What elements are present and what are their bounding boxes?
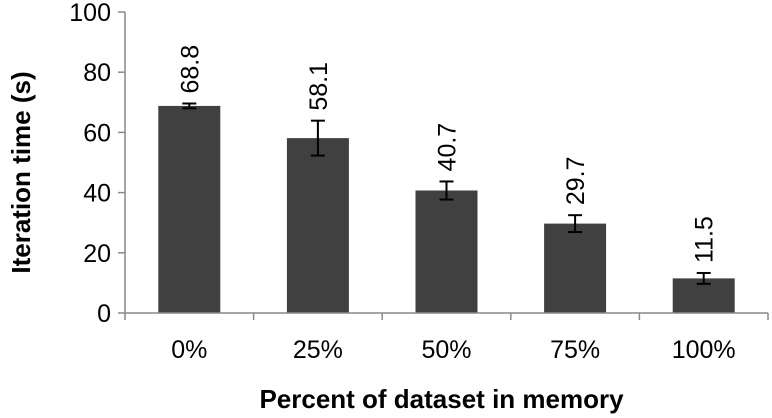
y-tick-label: 0: [97, 300, 111, 328]
data-labels: 68.8 58.1 40.7 29.7 11.5: [176, 45, 718, 263]
bar: [158, 105, 221, 313]
x-tick-label: 100%: [672, 336, 736, 364]
error-bar: [310, 119, 325, 157]
bar: [544, 223, 607, 313]
error-bars: [182, 102, 711, 285]
data-label: 40.7: [434, 123, 462, 172]
data-label: 58.1: [305, 62, 333, 111]
y-axis-title: Iteration time (s): [6, 71, 36, 273]
data-label: 11.5: [691, 216, 719, 263]
x-tick-label: 50%: [421, 336, 471, 364]
error-bar: [439, 180, 454, 201]
data-label: 29.7: [562, 157, 590, 206]
x-tick-label: 25%: [293, 336, 343, 364]
error-bar: [568, 214, 583, 234]
y-tick-label: 20: [83, 240, 111, 268]
y-tick-label: 100: [69, 0, 111, 27]
y-tick-label: 80: [83, 59, 111, 87]
x-tick-label: 0%: [171, 336, 207, 364]
data-label: 68.8: [176, 45, 204, 94]
bar-series: [158, 105, 735, 313]
error-bar: [182, 102, 197, 110]
x-axis-title: Percent of dataset in memory: [259, 384, 624, 414]
error-bar: [696, 271, 711, 285]
bar: [286, 138, 349, 313]
bar: [415, 190, 478, 313]
y-axis-ticks: 0 20 40 60 80 100: [69, 0, 125, 328]
x-tick-label: 75%: [550, 336, 600, 364]
y-tick-label: 60: [83, 119, 111, 147]
y-tick-label: 40: [83, 180, 111, 208]
x-axis-ticks: 0% 25% 50% 75% 100%: [124, 313, 769, 364]
